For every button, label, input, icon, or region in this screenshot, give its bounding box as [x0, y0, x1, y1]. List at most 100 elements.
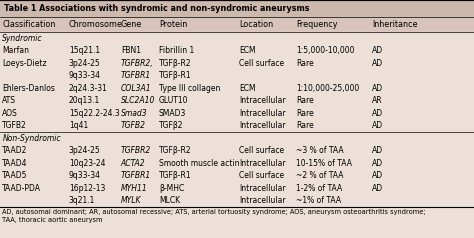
Text: AD: AD: [372, 121, 383, 130]
Bar: [0, 69, 474, 82]
Text: Syndromic: Syndromic: [2, 34, 43, 43]
Text: AD, autosomal dominant; AR, autosomal recessive; ATS, arterial tortuosity syndro: AD, autosomal dominant; AR, autosomal re…: [2, 209, 426, 223]
Text: ECM: ECM: [239, 84, 256, 93]
Text: FBN1: FBN1: [121, 46, 141, 55]
Text: AR: AR: [372, 96, 383, 105]
Text: Intracellular: Intracellular: [239, 96, 286, 105]
Text: AD: AD: [372, 109, 383, 118]
Text: Rare: Rare: [296, 121, 314, 130]
Text: Rare: Rare: [296, 96, 314, 105]
Text: TGFBR2,: TGFBR2,: [121, 59, 154, 68]
Text: ~3 % of TAA: ~3 % of TAA: [296, 146, 344, 155]
Text: Inheritance: Inheritance: [372, 20, 418, 29]
Text: 16p12-13: 16p12-13: [69, 184, 105, 193]
Text: TGFBR1: TGFBR1: [121, 71, 151, 80]
Text: Smad3: Smad3: [121, 109, 147, 118]
Text: 15q21.1: 15q21.1: [69, 46, 100, 55]
Bar: [0, 195, 474, 207]
Text: Intracellular: Intracellular: [239, 196, 286, 205]
Text: Intracellular: Intracellular: [239, 121, 286, 130]
Text: Rare: Rare: [296, 59, 314, 68]
Text: TGFBR1: TGFBR1: [121, 171, 151, 180]
Bar: [0, 94, 474, 107]
Text: 2q24.3-31: 2q24.3-31: [69, 84, 108, 93]
Bar: [0, 0, 474, 17]
Text: Smooth muscle actin: Smooth muscle actin: [159, 159, 239, 168]
Text: Non-Syndromic: Non-Syndromic: [2, 134, 61, 143]
Text: Intracellular: Intracellular: [239, 184, 286, 193]
Text: TAAD4: TAAD4: [2, 159, 28, 168]
Text: 1:5,000-10,000: 1:5,000-10,000: [296, 46, 355, 55]
Text: ACTA2: ACTA2: [121, 159, 146, 168]
Text: TAAD-PDA: TAAD-PDA: [2, 184, 41, 193]
Text: TGFBR2: TGFBR2: [121, 146, 151, 155]
Text: AD: AD: [372, 59, 383, 68]
Text: TGFβ-R1: TGFβ-R1: [159, 171, 191, 180]
Text: 9q33-34: 9q33-34: [69, 71, 101, 80]
Text: 20q13.1: 20q13.1: [69, 96, 100, 105]
Text: ~1% of TAA: ~1% of TAA: [296, 196, 341, 205]
Text: Chromosome: Chromosome: [69, 20, 123, 29]
Text: TGFB2: TGFB2: [2, 121, 27, 130]
Text: TGFβ-R2: TGFβ-R2: [159, 146, 191, 155]
Text: 1-2% of TAA: 1-2% of TAA: [296, 184, 343, 193]
Text: AD: AD: [372, 46, 383, 55]
Text: TAAD5: TAAD5: [2, 171, 28, 180]
Text: Protein: Protein: [159, 20, 187, 29]
Bar: [0, 119, 474, 132]
Text: 9q33-34: 9q33-34: [69, 171, 101, 180]
Text: Cell surface: Cell surface: [239, 171, 284, 180]
Text: Ehlers-Danlos: Ehlers-Danlos: [2, 84, 55, 93]
Bar: [0, 157, 474, 169]
Text: TGFβ2: TGFβ2: [159, 121, 183, 130]
Text: COL3A1: COL3A1: [121, 84, 152, 93]
Text: 1:10,000-25,000: 1:10,000-25,000: [296, 84, 359, 93]
Text: Location: Location: [239, 20, 273, 29]
Text: 1q41: 1q41: [69, 121, 88, 130]
Text: TAAD2: TAAD2: [2, 146, 28, 155]
Text: TGFB2: TGFB2: [121, 121, 146, 130]
Bar: [0, 82, 474, 94]
Text: MLCK: MLCK: [159, 196, 180, 205]
Bar: [0, 144, 474, 157]
Text: AD: AD: [372, 171, 383, 180]
Text: ATS: ATS: [2, 96, 17, 105]
Text: AD: AD: [372, 159, 383, 168]
Bar: [0, 107, 474, 119]
Text: Intracellular: Intracellular: [239, 109, 286, 118]
Text: Frequency: Frequency: [296, 20, 338, 29]
Text: SMAD3: SMAD3: [159, 109, 186, 118]
Text: TGFβ-R1: TGFβ-R1: [159, 71, 191, 80]
Bar: [0, 57, 474, 69]
Text: Classification: Classification: [2, 20, 56, 29]
Text: MYLK: MYLK: [121, 196, 141, 205]
Bar: [0, 32, 474, 44]
Text: Intracellular: Intracellular: [239, 159, 286, 168]
Text: Marfan: Marfan: [2, 46, 29, 55]
Bar: [0, 169, 474, 182]
Text: Rare: Rare: [296, 109, 314, 118]
Text: Cell surface: Cell surface: [239, 59, 284, 68]
Text: 3p24-25: 3p24-25: [69, 146, 100, 155]
Text: 10q23-24: 10q23-24: [69, 159, 105, 168]
Text: 3q21.1: 3q21.1: [69, 196, 95, 205]
Text: 3p24-25: 3p24-25: [69, 59, 100, 68]
Text: Loeys-Dietz: Loeys-Dietz: [2, 59, 47, 68]
Text: ~2 % of TAA: ~2 % of TAA: [296, 171, 344, 180]
Text: 10-15% of TAA: 10-15% of TAA: [296, 159, 352, 168]
Text: ECM: ECM: [239, 46, 256, 55]
Text: Table 1 Associations with syndromic and non-syndromic aneurysms: Table 1 Associations with syndromic and …: [4, 4, 310, 13]
Bar: [0, 182, 474, 195]
Text: AD: AD: [372, 146, 383, 155]
Bar: [0, 44, 474, 57]
Text: 15q22.2-24.3: 15q22.2-24.3: [69, 109, 119, 118]
Text: Fibrillin 1: Fibrillin 1: [159, 46, 194, 55]
Bar: [0, 17, 474, 32]
Text: β-MHC: β-MHC: [159, 184, 184, 193]
Text: Gene: Gene: [121, 20, 142, 29]
Text: AD: AD: [372, 84, 383, 93]
Text: Type III collagen: Type III collagen: [159, 84, 220, 93]
Text: SLC2A10: SLC2A10: [121, 96, 155, 105]
Bar: [0, 132, 474, 144]
Text: GLUT10: GLUT10: [159, 96, 188, 105]
